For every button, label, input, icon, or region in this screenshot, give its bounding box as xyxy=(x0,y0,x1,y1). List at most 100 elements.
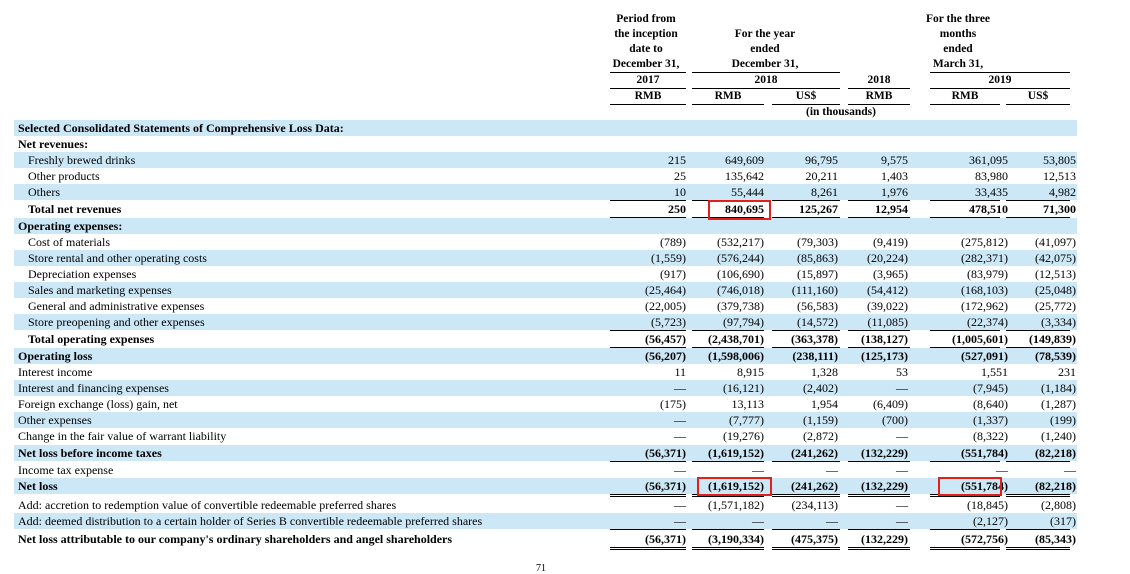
cell-value: (19,276) xyxy=(723,429,764,443)
row-label: Selected Consolidated Statements of Comp… xyxy=(18,121,344,135)
cell-value: 83,980 xyxy=(975,169,1008,183)
cell-value: (2,808) xyxy=(1041,498,1076,512)
header-rule-bot-c2 xyxy=(772,104,840,105)
column-rule xyxy=(772,547,840,550)
header-rule-mid-c1 xyxy=(692,88,840,89)
cell-value: 33,435 xyxy=(975,185,1008,199)
cell-value: (8,640) xyxy=(973,397,1008,411)
cell-value: — xyxy=(896,429,908,443)
row-label: Operating expenses: xyxy=(18,219,123,233)
cell-value: — xyxy=(826,463,838,477)
column-rule xyxy=(772,330,840,331)
cell-value: (7,777) xyxy=(729,413,764,427)
column-rule xyxy=(848,200,910,201)
header-period-line3: date to xyxy=(629,43,663,55)
header-three-line2: months xyxy=(939,28,977,40)
table-row: Add: deemed distribution to a certain ho… xyxy=(14,513,1077,529)
table-row: Sales and marketing expenses (25,464) (746… xyxy=(14,282,1077,298)
cell-value: 13,113 xyxy=(731,397,764,411)
currency-c5: US$ xyxy=(1027,90,1049,102)
cell-value: 135,642 xyxy=(725,169,764,183)
cell-value: (789) xyxy=(660,235,686,249)
cell-value: (132,229) xyxy=(861,532,908,546)
header-rule-top-2019 xyxy=(930,72,1070,73)
cell-value: 649,609 xyxy=(725,153,764,167)
cell-value: 71,300 xyxy=(1043,202,1076,216)
cell-value: 4,982 xyxy=(1049,185,1076,199)
table-row: Selected Consolidated Statements of Comp… xyxy=(14,120,1077,136)
column-rule xyxy=(692,330,764,331)
row-label: Net revenues: xyxy=(18,137,89,151)
cell-value: 1,551 xyxy=(981,365,1008,379)
row-label: Depreciation expenses xyxy=(28,267,137,281)
row-label: Other products xyxy=(28,169,100,183)
cell-value: (79,303) xyxy=(797,235,838,249)
cell-value: (22,005) xyxy=(645,299,686,313)
row-label: Add: accretion to redemption value of co… xyxy=(18,498,397,512)
cell-value: (39,022) xyxy=(867,299,908,313)
cell-value: (532,217) xyxy=(717,235,764,249)
cell-value: (111,160) xyxy=(791,283,838,297)
cell-value: (241,262) xyxy=(791,446,838,460)
cell-value: (83,979) xyxy=(967,267,1008,281)
column-rule xyxy=(772,494,840,497)
cell-value: (20,224) xyxy=(867,251,908,265)
cell-value: 478,510 xyxy=(969,202,1008,216)
cell-value: (97,794) xyxy=(723,315,764,329)
column-rule xyxy=(930,529,1000,530)
table-row: Other expenses — (7,777) (1,159) (700) (1,337… xyxy=(14,412,1077,428)
cell-value: (2,438,701) xyxy=(708,332,764,346)
header-three-months: For the three months ended March 31, xyxy=(900,12,1016,72)
cell-value: (6,409) xyxy=(873,397,908,411)
cell-value: 11 xyxy=(674,365,686,379)
column-rule xyxy=(772,529,840,530)
cell-value: 215 xyxy=(668,153,686,167)
header-rule-top-2018 xyxy=(692,72,840,73)
table-row: Cost of materials (789) (532,217) (79,303) (… xyxy=(14,234,1077,250)
header-rule-bot-c1 xyxy=(692,104,764,105)
table-row: Net loss (56,371) (1,619,152) (241,262) (132… xyxy=(14,478,1077,494)
cell-value: (82,218) xyxy=(1035,479,1076,493)
table-row: Change in the fair value of warrant liab… xyxy=(14,428,1077,444)
cell-value: (106,690) xyxy=(717,267,764,281)
currency-c1: RMB xyxy=(714,90,742,102)
cell-value: (56,371) xyxy=(645,532,686,546)
cell-value: (56,371) xyxy=(645,446,686,460)
row-label: Total net revenues xyxy=(28,202,122,216)
currency-c2: US$ xyxy=(795,90,817,102)
cell-value: (1,184) xyxy=(1041,381,1076,395)
cell-value: 8,261 xyxy=(811,185,838,199)
header-rule-bot-c5 xyxy=(1006,104,1070,105)
highlight-box xyxy=(697,477,772,496)
column-rule xyxy=(610,529,686,530)
cell-value: (22,374) xyxy=(967,315,1008,329)
column-rule xyxy=(930,547,1000,550)
cell-value: (379,738) xyxy=(717,299,764,313)
cell-value: (56,371) xyxy=(645,479,686,493)
cell-value: 96,795 xyxy=(805,153,838,167)
cell-value: (917) xyxy=(660,267,686,281)
cell-value: — xyxy=(896,498,908,512)
row-label: General and administrative expenses xyxy=(28,299,205,313)
row-label: Store preopening and other expenses xyxy=(28,315,205,329)
header-rule-mid-c0 xyxy=(610,88,686,89)
cell-value: 12,954 xyxy=(875,202,908,216)
header-rule-top-2017 xyxy=(610,72,686,73)
cell-value: (1,619,152) xyxy=(708,446,764,460)
header-year: For the year ended December 31, xyxy=(700,27,830,72)
cell-value: 1,328 xyxy=(811,365,838,379)
row-label: Add: deemed distribution to a certain ho… xyxy=(18,514,483,528)
cell-value: (1,571,182) xyxy=(708,498,764,512)
cell-value: — xyxy=(674,429,686,443)
cell-value: — xyxy=(752,514,764,528)
cell-value: (172,962) xyxy=(961,299,1008,313)
cell-value: (175) xyxy=(660,397,686,411)
cell-value: (9,419) xyxy=(873,235,908,249)
cell-value: 10 xyxy=(674,185,686,199)
cell-value: (25,048) xyxy=(1035,283,1076,297)
cell-value: — xyxy=(996,463,1008,477)
cell-value: (82,218) xyxy=(1035,446,1076,460)
cell-value: — xyxy=(674,514,686,528)
cell-value: (2,402) xyxy=(803,381,838,395)
cell-value: 125,267 xyxy=(799,202,838,216)
